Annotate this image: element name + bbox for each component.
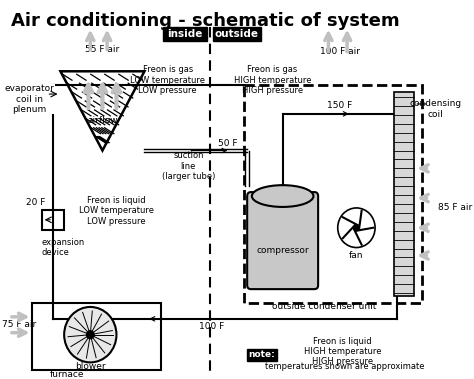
Bar — [213, 27, 261, 41]
Text: suction
line
(larger tube): suction line (larger tube) — [162, 152, 215, 181]
Text: 150 F: 150 F — [327, 102, 352, 110]
Text: 75 F air: 75 F air — [2, 320, 36, 329]
Text: outside: outside — [215, 29, 259, 39]
Circle shape — [354, 225, 359, 231]
Text: 100 F: 100 F — [199, 322, 224, 331]
Text: blower: blower — [75, 362, 106, 371]
Text: expansion
device: expansion device — [42, 238, 85, 257]
Ellipse shape — [252, 185, 313, 207]
Text: compressor: compressor — [256, 246, 309, 255]
Text: 55 F air: 55 F air — [85, 45, 119, 54]
Text: Air conditioning - schematic of system: Air conditioning - schematic of system — [11, 12, 400, 30]
Text: 100 F air: 100 F air — [319, 47, 360, 56]
Text: airflow: airflow — [87, 116, 118, 125]
Text: condensing
coil: condensing coil — [410, 99, 462, 119]
Circle shape — [64, 307, 117, 362]
Text: evaporator
coil in
plenum: evaporator coil in plenum — [5, 84, 55, 114]
Text: fan: fan — [349, 251, 364, 260]
Circle shape — [87, 331, 94, 338]
Text: temperatures shown are approximate: temperatures shown are approximate — [265, 362, 425, 371]
Text: furnace: furnace — [50, 370, 84, 379]
Bar — [245, 85, 422, 303]
Bar — [247, 349, 277, 362]
Text: Freon is liquid
LOW temperature
LOW pressure: Freon is liquid LOW temperature LOW pres… — [79, 196, 154, 226]
FancyBboxPatch shape — [247, 192, 318, 289]
Text: inside: inside — [167, 29, 202, 39]
Text: Freon is liquid
HIGH temperature
HIGH pressure: Freon is liquid HIGH temperature HIGH pr… — [304, 337, 381, 366]
Text: note:: note: — [249, 351, 275, 359]
Text: Freon is gas
HIGH temperature
HIGH pressure: Freon is gas HIGH temperature HIGH press… — [234, 65, 311, 95]
Text: 20 F: 20 F — [27, 199, 46, 207]
Bar — [163, 27, 207, 41]
Bar — [394, 92, 414, 296]
Text: 50 F: 50 F — [218, 139, 237, 148]
Text: 85 F air: 85 F air — [438, 204, 472, 213]
Text: outside condenser unit: outside condenser unit — [272, 302, 376, 312]
Bar — [32, 303, 161, 370]
Text: Freon is gas
LOW temperature
LOW pressure: Freon is gas LOW temperature LOW pressur… — [130, 65, 205, 95]
Bar — [42, 210, 64, 230]
